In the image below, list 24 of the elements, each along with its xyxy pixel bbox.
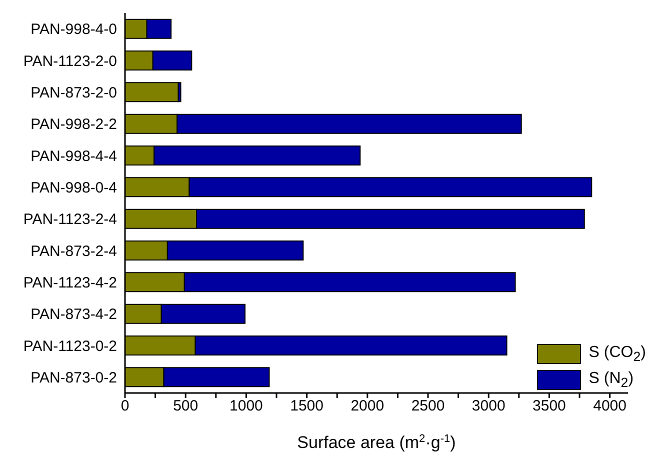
x-tick-label: 1500: [290, 398, 324, 415]
y-tick-label: PAN-873-4-2: [30, 306, 117, 324]
x-tick-label: 3000: [472, 398, 506, 415]
legend-label: S (N$_{2}$): [588, 370, 634, 390]
y-tick-label: PAN-873-2-0: [30, 84, 117, 102]
x-tick-label: 2500: [411, 398, 445, 415]
x-tick-label: 3500: [532, 398, 566, 415]
y-tick-label: PAN-873-0-2: [30, 369, 117, 386]
y-tick-label: PAN-998-0-4: [30, 179, 117, 196]
x-tick-label: 500: [173, 398, 198, 415]
y-tick-label: PAN-1123-0-2: [23, 338, 117, 355]
x-tick-label: 2000: [350, 398, 384, 415]
y-tick-label: PAN-998-4-0: [30, 21, 117, 38]
y-tick-label: PAN-1123-4-2: [23, 274, 117, 292]
y-tick-label: PAN-1123-2-0: [23, 52, 117, 70]
x-axis-title: Surface area (m$^{2}$·g$^{-1}$): [297, 433, 456, 452]
x-tick-label: 1000: [230, 398, 263, 415]
y-tick-label: PAN-998-2-2: [30, 116, 117, 134]
x-tick-label: 4000: [593, 398, 627, 415]
y-tick-label: PAN-873-2-4: [30, 242, 117, 260]
legend-label: S (CO$_{2}$): [588, 344, 646, 364]
x-tick-label: 0: [120, 398, 130, 415]
y-tick-label: PAN-998-4-4: [30, 148, 117, 165]
y-tick-label: PAN-1123-2-4: [23, 211, 117, 228]
